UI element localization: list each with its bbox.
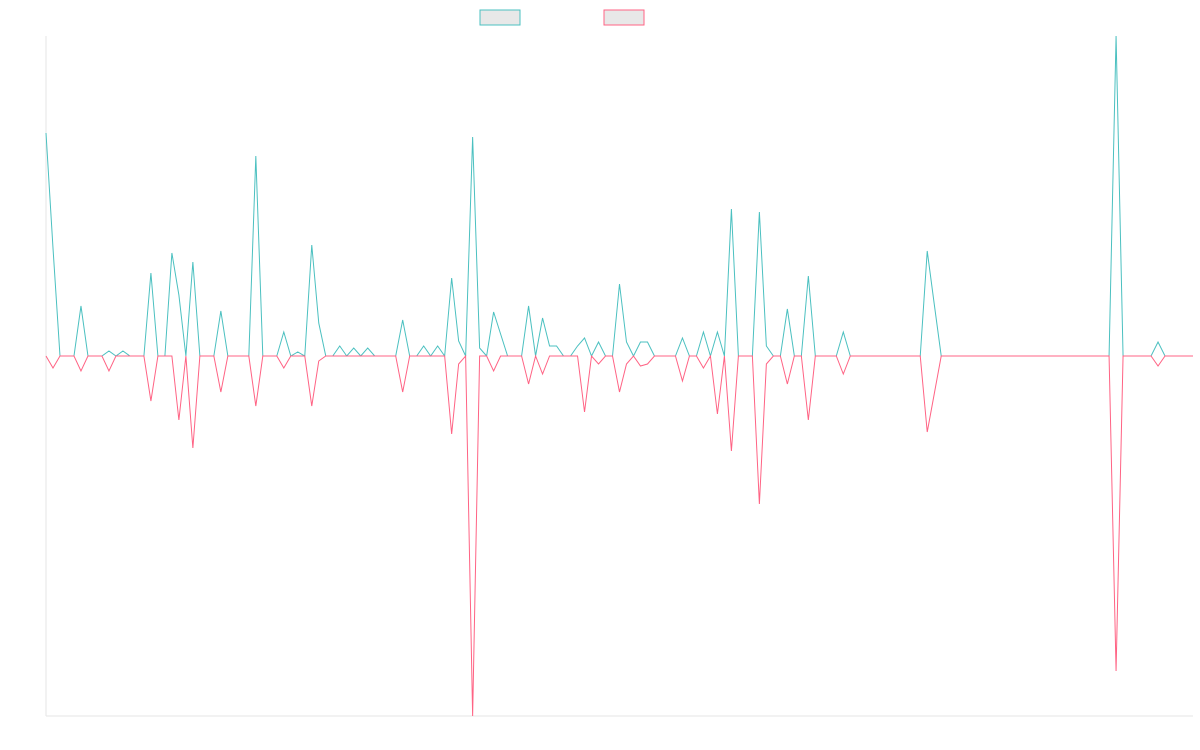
- series-line: [45, 354, 1193, 717]
- legend-swatch: [479, 9, 521, 26]
- legend-swatch: [603, 9, 645, 26]
- series-line: [45, 35, 1193, 358]
